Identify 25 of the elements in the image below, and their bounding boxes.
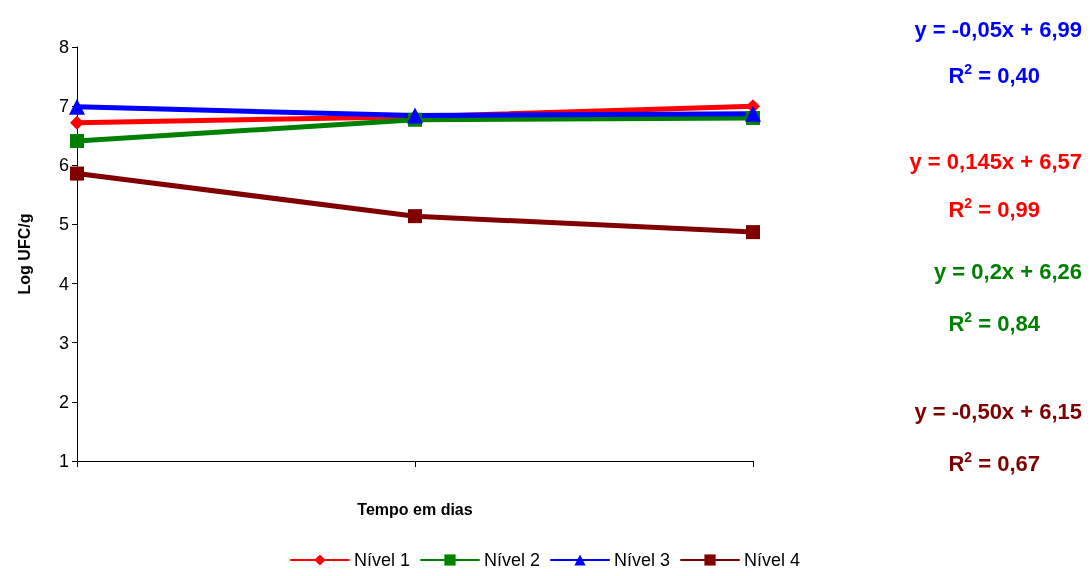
y-tick-label: 8 xyxy=(58,37,69,57)
point xyxy=(746,225,760,240)
y-tick-label: 1 xyxy=(58,451,69,471)
point xyxy=(745,105,761,122)
x-axis-title: Tempo em dias xyxy=(357,500,473,518)
legend-label: Nível 1 xyxy=(353,550,410,570)
point xyxy=(70,134,84,149)
point xyxy=(408,209,422,224)
text: y = 0,145x + 6,57 xyxy=(909,148,1083,174)
text: y = -0,05x + 6,99 xyxy=(914,16,1082,42)
y-axis-title: Log UFC/g xyxy=(15,213,33,295)
legend-label: Nível 3 xyxy=(614,550,671,570)
y-tick-label: 6 xyxy=(58,155,69,176)
y-tick-label: 4 xyxy=(58,273,69,294)
legend-label: Nível 4 xyxy=(744,550,801,570)
point xyxy=(69,98,85,115)
point xyxy=(70,115,84,130)
point xyxy=(70,166,84,181)
legend-label: Nível 2 xyxy=(483,550,541,570)
y-tick-label: 7 xyxy=(58,96,69,117)
text: y = 0,2x + 6,26 xyxy=(933,258,1083,284)
y-tick-label: 5 xyxy=(58,214,69,235)
y-tick-label: 2 xyxy=(58,391,69,412)
y-tick-label: 3 xyxy=(58,332,69,353)
text: y = -0,50x + 6,15 xyxy=(914,398,1082,424)
